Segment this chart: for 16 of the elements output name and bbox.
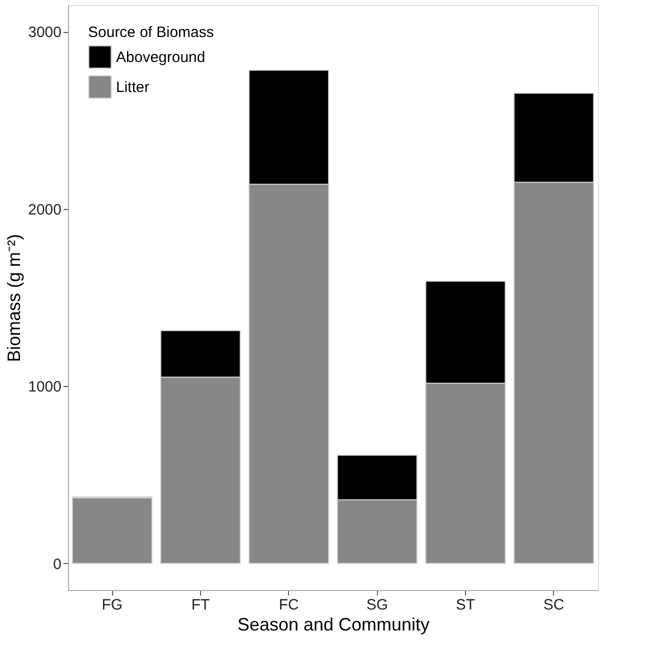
legend-label: Aboveground bbox=[116, 49, 206, 66]
y-tick-label: 2000 bbox=[28, 201, 62, 218]
x-tick-label: SC bbox=[543, 596, 564, 614]
x-tick-label: SG bbox=[366, 596, 388, 614]
bar bbox=[72, 497, 152, 564]
y-tick-label: 0 bbox=[53, 556, 62, 573]
x-tick-label: ST bbox=[456, 596, 476, 614]
y-tick-label: 1000 bbox=[28, 378, 62, 396]
legend-label: Litter bbox=[116, 79, 150, 96]
y-tick-label: 3000 bbox=[28, 24, 62, 42]
y-axis-title: Biomass (g m⁻²) bbox=[4, 234, 24, 362]
x-tick-label: FG bbox=[102, 596, 123, 614]
x-axis-title: Season and Community bbox=[237, 614, 430, 634]
legend-title: Source of Biomass bbox=[88, 24, 214, 41]
x-tick-label: FC bbox=[278, 596, 299, 614]
x-tick-label: FT bbox=[191, 596, 210, 614]
